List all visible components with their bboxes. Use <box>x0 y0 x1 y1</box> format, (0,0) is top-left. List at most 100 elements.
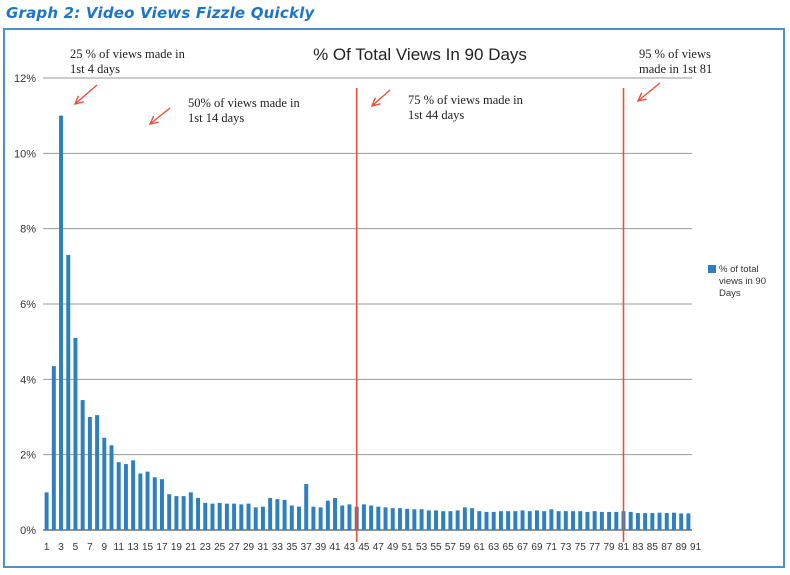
x-tick-label: 61 <box>474 542 486 553</box>
bar <box>275 499 280 530</box>
chart-title: % Of Total Views In 90 Days <box>313 45 527 64</box>
bar <box>152 477 157 530</box>
x-tick-label: 21 <box>185 542 197 553</box>
bar <box>268 497 273 530</box>
y-tick-label: 4% <box>20 374 36 386</box>
x-tick-label: 19 <box>171 542 183 553</box>
bar <box>217 502 222 530</box>
bar <box>664 513 669 530</box>
x-tick-label: 63 <box>488 542 500 553</box>
x-tick-label: 89 <box>676 542 688 553</box>
bar <box>260 506 265 530</box>
bar <box>434 510 438 530</box>
chart-bars <box>44 115 691 531</box>
y-tick-label: 8% <box>20 224 36 236</box>
bar <box>520 510 525 530</box>
x-tick-label: 17 <box>156 542 168 553</box>
annotation-line: 1st 44 days <box>408 108 464 122</box>
bar <box>289 505 294 530</box>
bar <box>95 415 100 530</box>
bar <box>253 507 258 530</box>
bar <box>455 510 460 530</box>
annotation-arrow <box>371 89 391 107</box>
x-tick-label: 29 <box>243 542 255 553</box>
bar <box>361 504 366 530</box>
bar <box>592 511 597 530</box>
x-tick-label: 57 <box>445 542 457 553</box>
x-tick-label: 25 <box>214 542 226 553</box>
annotation-arrow <box>149 107 171 125</box>
bar <box>671 512 676 530</box>
x-tick-label: 47 <box>373 542 385 553</box>
x-tick-label: 43 <box>344 542 356 553</box>
x-tick-label: 37 <box>301 542 313 553</box>
graph-heading: Graph 2: Video Views Fizzle Quickly <box>6 4 315 22</box>
x-tick-label: 71 <box>546 542 558 553</box>
annotation-text: 50% of views made in 1st 14 days <box>188 96 301 125</box>
bar <box>340 505 345 530</box>
x-tick-label: 31 <box>257 542 269 553</box>
bar <box>534 510 539 530</box>
bar <box>369 505 374 530</box>
bar <box>174 496 179 530</box>
bar <box>448 511 453 530</box>
bar <box>210 503 215 530</box>
bar <box>556 511 561 530</box>
bar <box>138 473 143 530</box>
annotation-line: 1st 4 days <box>70 62 120 76</box>
legend-label-line: % of total <box>719 264 759 275</box>
bar <box>51 366 56 530</box>
bar <box>203 502 208 530</box>
bar <box>614 511 619 530</box>
bar <box>44 492 49 530</box>
x-tick-label: 5 <box>73 542 79 553</box>
bar <box>686 513 691 530</box>
bar <box>246 503 251 530</box>
x-tick-label: 59 <box>459 542 471 553</box>
bar <box>66 255 71 531</box>
bar <box>498 511 503 530</box>
x-tick-label: 67 <box>517 542 529 553</box>
annotation-line: 50% of views made in <box>188 96 301 110</box>
bar <box>513 511 518 530</box>
x-tick-label: 33 <box>272 542 284 553</box>
x-tick-label: 51 <box>402 542 414 553</box>
bar <box>484 511 489 530</box>
legend-label: % of total views in 90 Days <box>719 264 766 299</box>
bar <box>224 503 229 530</box>
x-tick-label: 9 <box>102 542 108 553</box>
annotation-line: 75 % of views made in <box>408 93 524 107</box>
bar <box>563 511 568 530</box>
x-tick-label: 1 <box>44 542 50 553</box>
chart-gridlines <box>43 77 692 531</box>
bar <box>426 510 431 530</box>
bar <box>527 511 532 530</box>
annotation-arrow <box>74 84 98 105</box>
annotation-line: 95 % of views <box>639 47 711 61</box>
annotation-line: made in 1st 81 <box>639 62 712 76</box>
bar <box>282 499 287 530</box>
bar <box>571 511 575 530</box>
bar <box>116 462 121 530</box>
x-tick-label: 49 <box>387 542 399 553</box>
x-tick-label: 69 <box>531 542 543 553</box>
bar <box>657 512 662 530</box>
bar <box>397 508 402 530</box>
bar <box>419 509 424 530</box>
annotation-arrowhead <box>73 95 84 106</box>
bar <box>188 492 193 530</box>
bar <box>549 509 554 530</box>
chart-x-ticks: 1 3 5 7 9 11 13 15 17 19 21 23 25 27 29 31 33 35 37 39 41 43 4… <box>44 542 702 553</box>
bar <box>333 497 338 530</box>
annotation-text: 95 % of views made in 1st 81 <box>639 47 712 76</box>
x-tick-label: 73 <box>560 542 572 553</box>
y-tick-label: 12% <box>14 73 36 85</box>
annotation-line: 25 % of views made in <box>70 47 186 61</box>
bar <box>304 484 309 530</box>
bar <box>441 511 446 530</box>
x-tick-label: 15 <box>142 542 154 553</box>
bar <box>80 400 85 530</box>
bar <box>650 513 655 530</box>
x-tick-label: 3 <box>58 542 64 553</box>
bar <box>73 337 78 530</box>
